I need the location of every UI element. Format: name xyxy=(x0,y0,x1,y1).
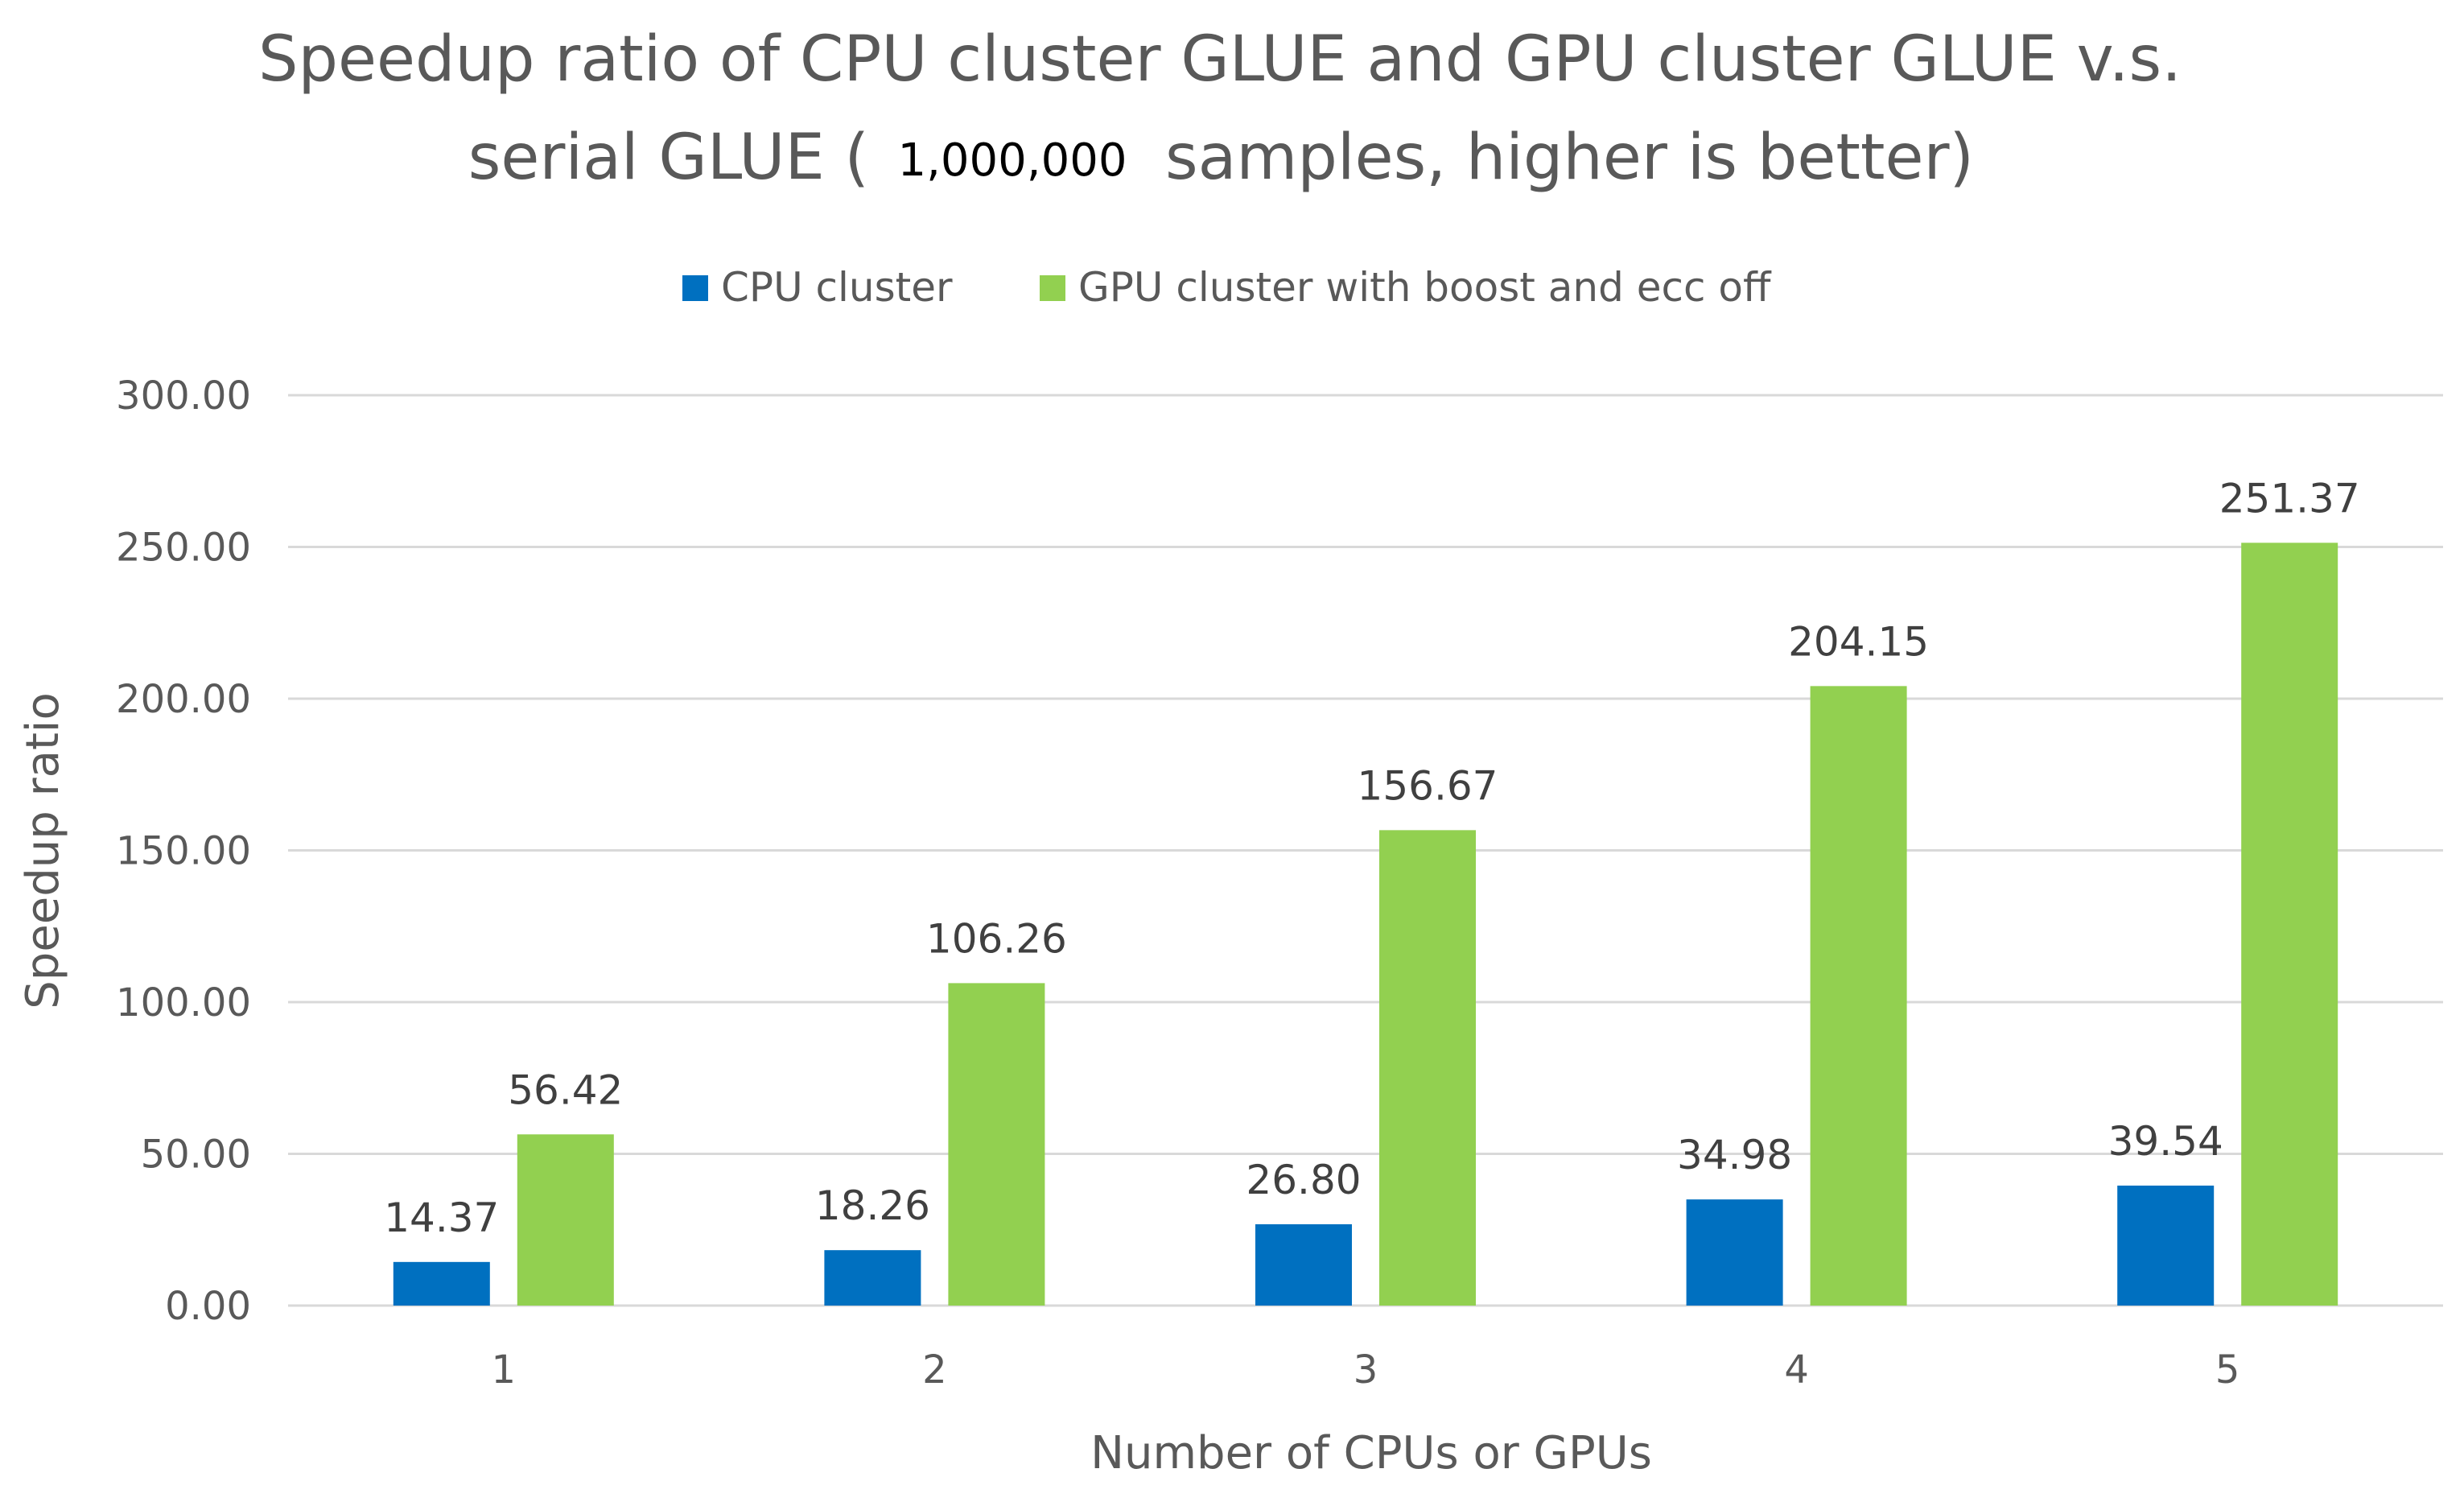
chart-title-line2-prefix: serial GLUE ( xyxy=(468,122,869,194)
bars xyxy=(393,543,2338,1306)
chart-title-number: 1,000,000 xyxy=(897,134,1127,187)
y-tick-label: 100.00 xyxy=(116,980,251,1025)
bar-cpu-3 xyxy=(1255,1223,1352,1306)
data-label-cpu-3: 26.80 xyxy=(1246,1157,1361,1203)
legend: CPU cluster GPU cluster with boost and e… xyxy=(682,264,1772,311)
data-label-cpu-1: 14.37 xyxy=(384,1194,499,1241)
data-label-cpu-4: 34.98 xyxy=(1677,1132,1792,1178)
legend-swatch-cpu xyxy=(682,275,708,301)
bar-cpu-5 xyxy=(2117,1185,2215,1306)
x-axis-ticks: 1 2 3 4 5 xyxy=(492,1347,2240,1393)
x-tick-label: 4 xyxy=(1784,1347,1809,1393)
data-label-gpu-5: 251.37 xyxy=(2219,475,2360,522)
x-axis-label: Number of CPUs or GPUs xyxy=(1090,1427,1652,1479)
bar-cpu-2 xyxy=(824,1250,921,1306)
x-tick-label: 3 xyxy=(1354,1347,1378,1393)
y-tick-label: 150.00 xyxy=(116,829,251,874)
bar-gpu-4 xyxy=(1810,686,1907,1306)
y-tick-label: 250.00 xyxy=(116,526,251,571)
legend-label-cpu: CPU cluster xyxy=(721,264,953,311)
data-label-cpu-5: 39.54 xyxy=(2108,1118,2223,1165)
data-label-cpu-2: 18.26 xyxy=(815,1182,930,1229)
gridlines xyxy=(288,394,2443,1307)
y-axis-ticks: 0.00 50.00 100.00 150.00 200.00 250.00 300.00 xyxy=(116,373,251,1329)
legend-label-gpu: GPU cluster with boost and ecc off xyxy=(1078,264,1772,311)
y-axis-label: Speedup ratio xyxy=(17,692,69,1009)
data-label-gpu-2: 106.26 xyxy=(926,915,1067,962)
legend-swatch-gpu xyxy=(1040,275,1065,301)
bar-cpu-1 xyxy=(393,1261,490,1306)
y-tick-label: 0.00 xyxy=(165,1284,251,1329)
data-label-gpu-4: 204.15 xyxy=(1788,618,1929,665)
y-tick-label: 200.00 xyxy=(116,677,251,722)
bar-cpu-4 xyxy=(1686,1199,1783,1306)
bar-gpu-1 xyxy=(517,1134,614,1306)
data-labels: 14.37 56.42 18.26 106.26 26.80 156.67 34.98 204… xyxy=(384,475,2359,1240)
chart-title-line1: Speedup ratio of CPU cluster GLUE and GP… xyxy=(258,23,2182,96)
x-tick-label: 1 xyxy=(492,1347,517,1393)
chart-title-line2-suffix: samples, higher is better) xyxy=(1165,122,1974,194)
x-tick-label: 2 xyxy=(922,1347,947,1393)
y-tick-label: 300.00 xyxy=(116,373,251,419)
x-tick-label: 5 xyxy=(2215,1347,2240,1393)
bar-gpu-5 xyxy=(2241,543,2338,1306)
bar-gpu-2 xyxy=(948,983,1045,1306)
data-label-gpu-1: 56.42 xyxy=(508,1067,623,1113)
bar-gpu-3 xyxy=(1379,830,1476,1306)
y-tick-label: 50.00 xyxy=(141,1133,251,1178)
data-label-gpu-3: 156.67 xyxy=(1358,762,1498,809)
